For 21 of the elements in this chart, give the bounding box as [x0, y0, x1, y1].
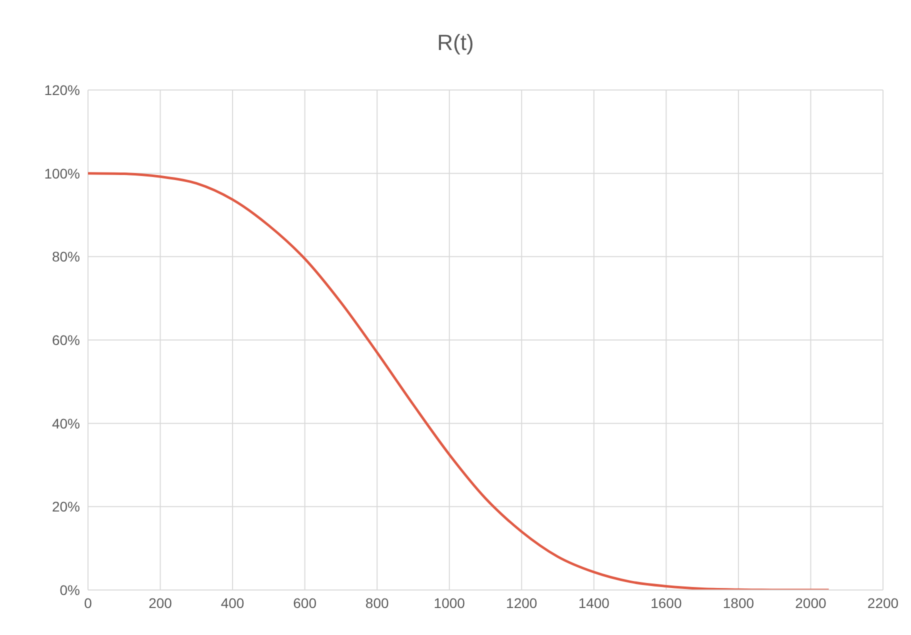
x-tick-label: 1400 — [578, 594, 610, 611]
y-tick-label: 100% — [44, 165, 80, 182]
x-tick-label: 1000 — [434, 594, 466, 611]
x-tick-label: 400 — [220, 594, 244, 611]
x-tick-label: 1800 — [722, 594, 754, 611]
x-tick-label: 600 — [293, 594, 317, 611]
x-tick-label: 1600 — [650, 594, 682, 611]
x-tick-label: 0 — [84, 594, 92, 611]
y-tick-label: 0% — [60, 582, 80, 598]
x-tick-label: 200 — [148, 594, 172, 611]
x-tick-label: 2200 — [867, 594, 899, 611]
chart-title: R(t) — [436, 29, 475, 57]
line-series — [88, 172, 830, 590]
x-tick-label: 2000 — [795, 594, 827, 611]
y-tick-label: 60% — [52, 332, 80, 348]
y-tick-label: 40% — [52, 415, 80, 432]
y-tick-label: 80% — [52, 248, 80, 265]
x-tick-label: 1200 — [506, 594, 538, 611]
x-tick-label: 800 — [365, 594, 389, 611]
y-tick-label: 20% — [52, 498, 80, 515]
y-tick-label: 120% — [44, 82, 80, 98]
